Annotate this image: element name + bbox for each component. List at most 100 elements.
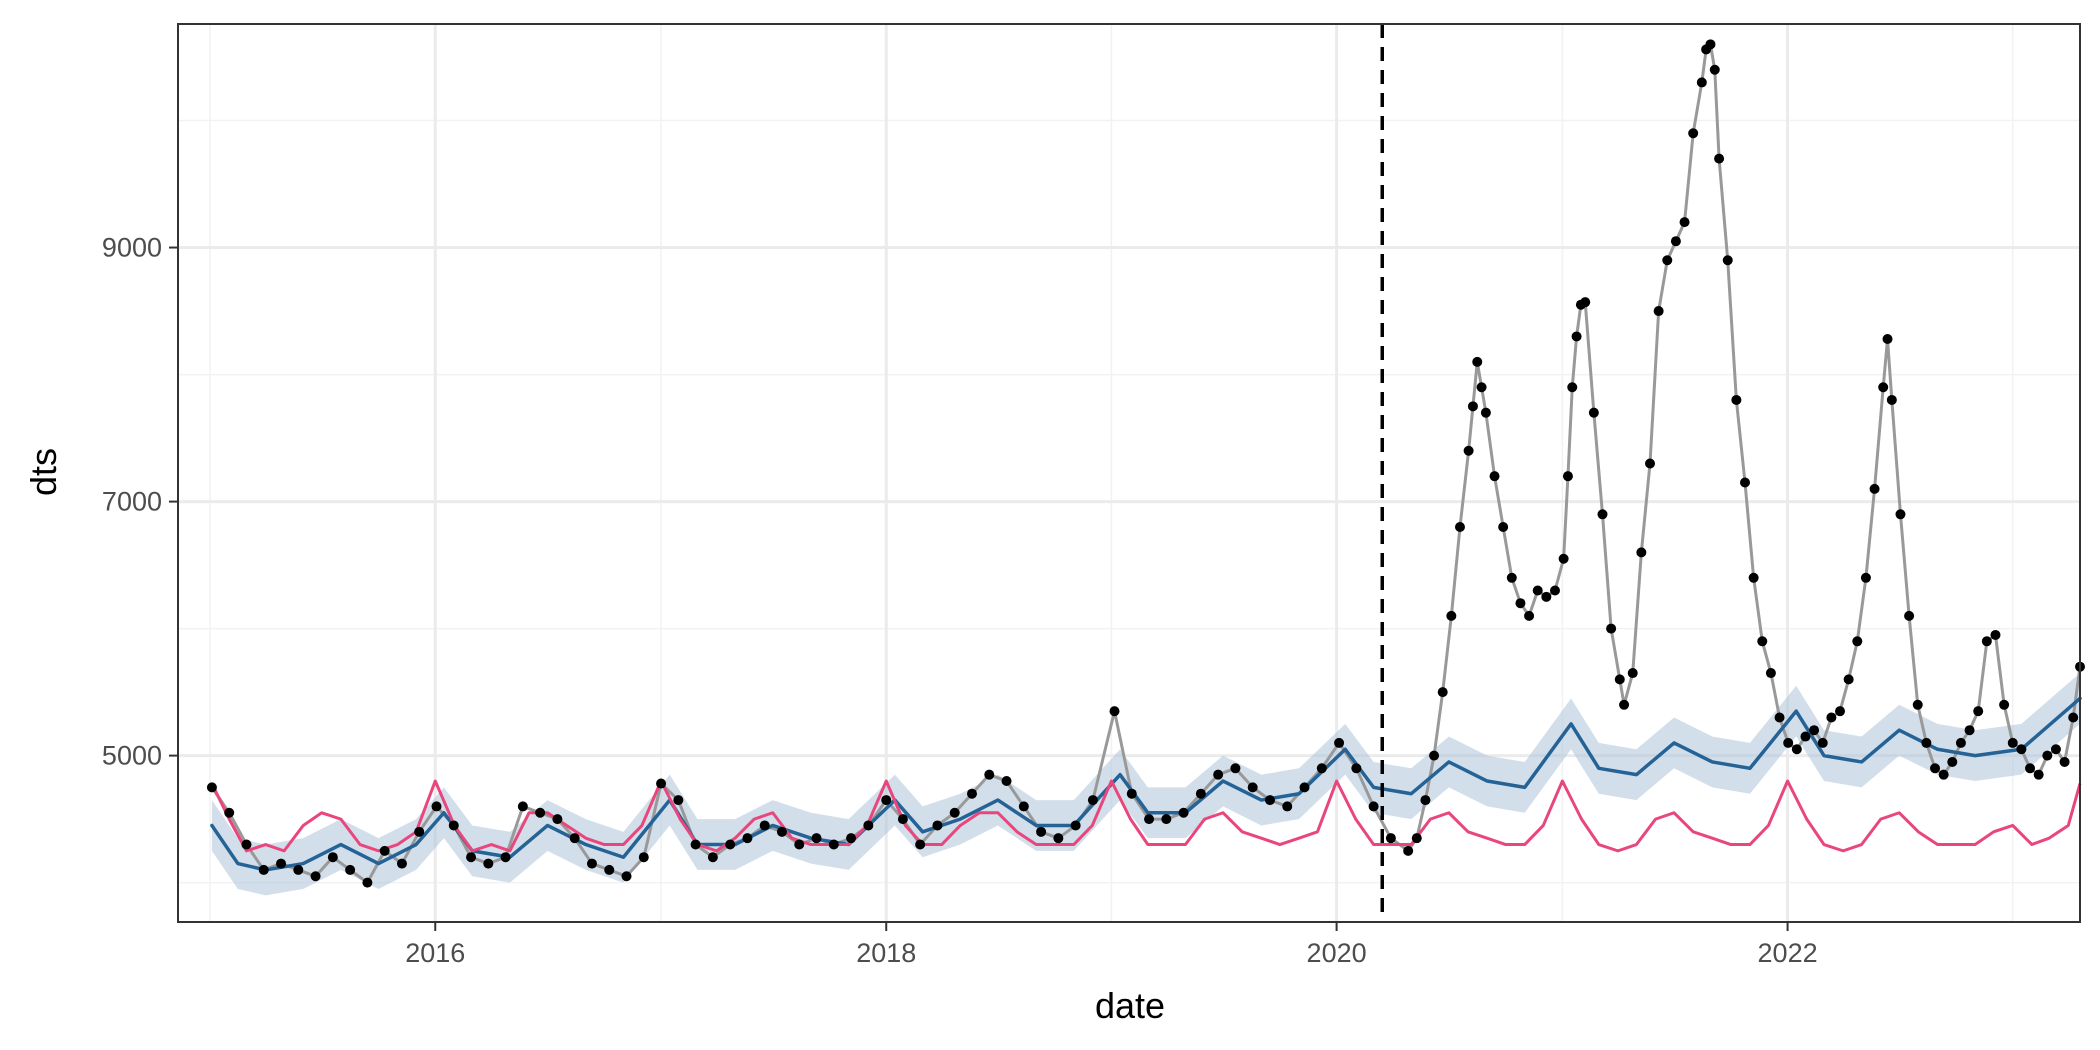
observed-point xyxy=(1070,820,1081,831)
observed-point xyxy=(1955,737,1966,748)
observed-point xyxy=(431,801,442,812)
observed-point xyxy=(500,852,511,863)
observed-point xyxy=(1662,255,1673,266)
observed-point xyxy=(362,877,373,888)
observed-point xyxy=(1882,333,1893,344)
observed-point xyxy=(1515,598,1526,609)
observed-point xyxy=(1264,795,1275,806)
observed-point xyxy=(1446,610,1457,621)
observed-point xyxy=(1411,833,1422,844)
x-tick-label: 2022 xyxy=(1758,938,1818,968)
observed-point xyxy=(1670,236,1681,247)
observed-point xyxy=(1809,725,1820,736)
observed-point xyxy=(2016,744,2027,755)
observed-point xyxy=(966,788,977,799)
observed-point xyxy=(1161,814,1172,825)
observed-point xyxy=(1765,668,1776,679)
observed-point xyxy=(1921,737,1932,748)
observed-point xyxy=(1558,553,1569,564)
observed-point xyxy=(1480,407,1491,418)
observed-point xyxy=(742,833,753,844)
observed-point xyxy=(2025,763,2036,774)
x-tick-label: 2016 xyxy=(405,938,465,968)
observed-point xyxy=(345,864,356,875)
observed-line xyxy=(210,42,2082,885)
observed-point xyxy=(725,839,736,850)
x-axis-title: date xyxy=(1095,985,1165,1026)
observed-point xyxy=(1476,382,1487,393)
observed-point xyxy=(794,839,805,850)
observed-point xyxy=(1567,382,1578,393)
observed-point xyxy=(1860,572,1871,583)
observed-point xyxy=(1018,801,1029,812)
observed-point xyxy=(1722,255,1733,266)
observed-point xyxy=(1230,763,1241,774)
observed-point xyxy=(932,820,943,831)
observed-point xyxy=(1178,807,1189,818)
observed-point xyxy=(1964,725,1975,736)
observed-point xyxy=(1653,306,1664,317)
observed-point xyxy=(1990,629,2001,640)
observed-point xyxy=(1549,585,1560,596)
x-tick-label: 2018 xyxy=(856,938,916,968)
line-layer xyxy=(210,42,2082,885)
observed-point xyxy=(1087,795,1098,806)
observed-point xyxy=(1213,769,1224,780)
observed-point xyxy=(1688,128,1699,139)
observed-point xyxy=(1644,458,1655,469)
observed-point xyxy=(293,864,304,875)
observed-point xyxy=(1299,782,1310,793)
observed-point xyxy=(448,820,459,831)
observed-point xyxy=(1506,572,1517,583)
observed-point xyxy=(1282,801,1293,812)
observed-point xyxy=(1709,64,1720,75)
observed-point xyxy=(846,833,857,844)
observed-point xyxy=(224,807,235,818)
observed-point xyxy=(1403,845,1414,856)
observed-point xyxy=(1472,356,1483,367)
observed-point xyxy=(1144,814,1155,825)
observed-point xyxy=(638,852,649,863)
observed-point xyxy=(690,839,701,850)
observed-point xyxy=(1429,750,1440,761)
observed-point xyxy=(897,814,908,825)
observed-point xyxy=(2050,744,2061,755)
observed-point xyxy=(2033,769,2044,780)
observed-point xyxy=(1878,382,1889,393)
observed-point xyxy=(1532,585,1543,596)
observed-point xyxy=(535,807,546,818)
observed-point xyxy=(1843,674,1854,685)
observed-point xyxy=(396,858,407,869)
observed-point xyxy=(1973,706,1984,717)
observed-point xyxy=(1774,712,1785,723)
observed-point xyxy=(1835,706,1846,717)
observed-point xyxy=(517,801,528,812)
observed-point xyxy=(1524,610,1535,621)
observed-point xyxy=(1420,795,1431,806)
band-layer xyxy=(211,673,2080,896)
observed-point xyxy=(656,778,667,789)
observed-point xyxy=(258,864,269,875)
observed-point xyxy=(1498,521,1509,532)
observed-point xyxy=(1437,687,1448,698)
observed-point xyxy=(1606,623,1617,634)
observed-point xyxy=(1930,763,1941,774)
observed-point xyxy=(276,858,287,869)
observed-point xyxy=(1627,668,1638,679)
observed-point xyxy=(1247,782,1258,793)
observed-point xyxy=(1614,674,1625,685)
observed-point xyxy=(1817,737,1828,748)
observed-point xyxy=(1705,39,1716,50)
observed-point xyxy=(1757,636,1768,647)
observed-point xyxy=(1562,471,1573,482)
observed-point xyxy=(1463,445,1474,456)
observed-point xyxy=(759,820,770,831)
observed-point xyxy=(1748,572,1759,583)
observed-point xyxy=(1826,712,1837,723)
observed-point xyxy=(673,795,684,806)
observed-point xyxy=(1580,297,1591,308)
observed-point xyxy=(1001,776,1012,787)
observed-point xyxy=(881,795,892,806)
observed-point xyxy=(1783,737,1794,748)
